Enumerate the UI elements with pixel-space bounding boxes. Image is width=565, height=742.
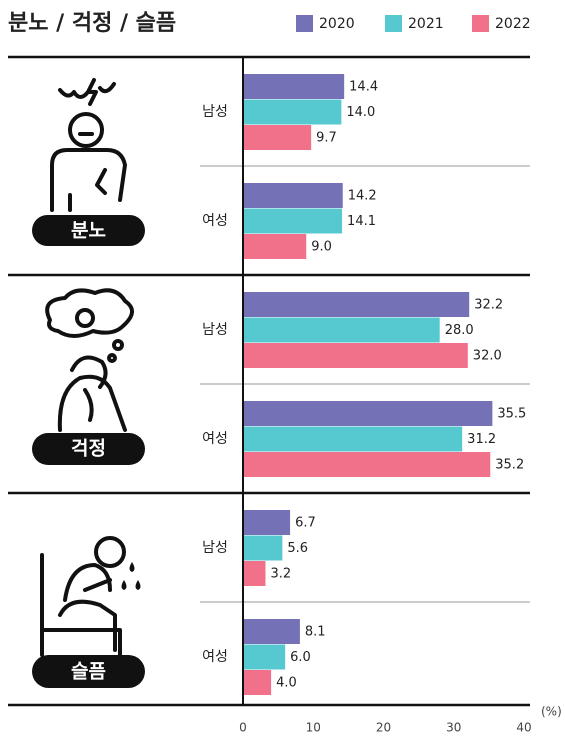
bar xyxy=(243,645,285,670)
value-label: 4.0 xyxy=(276,676,297,691)
bar xyxy=(243,234,306,259)
bar xyxy=(243,74,344,99)
group-label: 분노 xyxy=(71,220,106,242)
anger-icon xyxy=(52,80,125,210)
sadness-icon xyxy=(42,538,141,655)
value-label: 3.2 xyxy=(270,567,291,582)
x-tick-label: 40 xyxy=(516,721,531,735)
bar xyxy=(243,100,341,125)
value-label: 14.1 xyxy=(347,214,376,229)
value-label: 14.4 xyxy=(349,80,378,95)
bar xyxy=(243,427,462,452)
value-label: 9.0 xyxy=(311,240,332,255)
category-label: 여성 xyxy=(202,213,228,229)
bar xyxy=(243,510,290,535)
x-tick-label: 30 xyxy=(446,721,461,735)
group-label: 걱정 xyxy=(71,438,106,460)
bar xyxy=(243,452,490,477)
category-label: 남성 xyxy=(202,322,228,338)
value-label: 14.0 xyxy=(346,105,375,120)
bar xyxy=(243,670,271,695)
bar xyxy=(243,536,282,561)
value-label: 9.7 xyxy=(316,131,337,146)
legend-swatch xyxy=(296,15,313,32)
value-label: 6.7 xyxy=(295,516,316,531)
bar xyxy=(243,183,343,208)
bar xyxy=(243,343,468,368)
value-label: 35.2 xyxy=(495,458,524,473)
value-label: 32.2 xyxy=(474,298,503,313)
legend-swatch xyxy=(385,15,402,32)
bar xyxy=(243,292,469,317)
x-unit-label: (%) xyxy=(541,705,562,719)
x-tick-label: 0 xyxy=(239,721,247,735)
bar xyxy=(243,318,440,343)
x-tick-label: 20 xyxy=(376,721,391,735)
bar xyxy=(243,209,342,234)
category-label: 여성 xyxy=(202,649,228,665)
value-label: 28.0 xyxy=(445,323,474,338)
bar xyxy=(243,401,492,426)
legend-label: 2020 xyxy=(319,16,355,32)
chart: 분노 / 걱정 / 슬픔 분노 걱정 슬픔 2020 2021 2022 남성 14.4… xyxy=(0,0,565,742)
bar xyxy=(243,619,300,644)
legend-label: 2022 xyxy=(495,16,531,32)
value-label: 5.6 xyxy=(287,541,308,556)
value-label: 14.2 xyxy=(348,189,377,204)
bar xyxy=(243,125,311,150)
bar xyxy=(243,561,265,586)
value-label: 6.0 xyxy=(290,650,311,665)
chart-title: 분노 / 걱정 / 슬픔 xyxy=(8,11,176,36)
value-label: 32.0 xyxy=(473,349,502,364)
legend-swatch xyxy=(472,15,489,32)
x-tick-label: 10 xyxy=(306,721,321,735)
legend-label: 2021 xyxy=(408,16,444,32)
category-label: 남성 xyxy=(202,540,228,556)
category-label: 남성 xyxy=(202,104,228,120)
value-label: 31.2 xyxy=(467,432,496,447)
worry-icon xyxy=(47,290,132,430)
value-label: 8.1 xyxy=(305,625,326,640)
group-label: 슬픔 xyxy=(71,661,106,683)
category-label: 여성 xyxy=(202,431,228,447)
value-label: 35.5 xyxy=(497,407,526,422)
